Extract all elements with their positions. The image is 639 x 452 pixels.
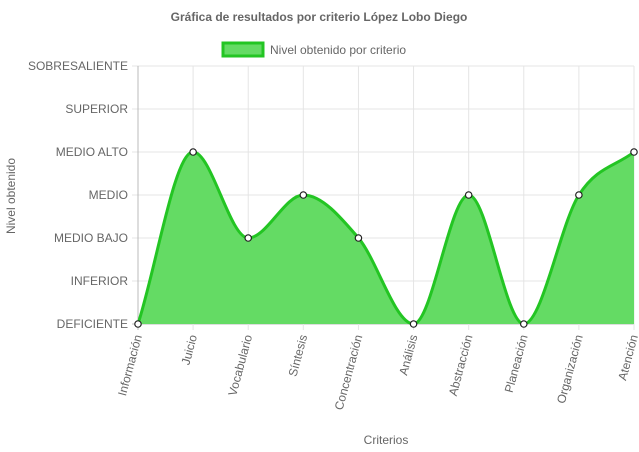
y-tick-label: MEDIO ALTO bbox=[56, 145, 128, 159]
series-area bbox=[138, 152, 634, 324]
data-point[interactable] bbox=[409, 320, 418, 328]
plot-area bbox=[136, 150, 635, 326]
y-axis-title: Nivel obtenido bbox=[4, 158, 18, 234]
data-point[interactable] bbox=[464, 191, 473, 199]
data-point[interactable] bbox=[189, 148, 197, 156]
legend-swatch bbox=[221, 41, 265, 58]
data-point[interactable] bbox=[299, 191, 308, 199]
chart-title: Gráfica de resultados por criterio López… bbox=[171, 10, 468, 24]
x-tick-label: Síntesis bbox=[286, 333, 311, 378]
y-tick-label: DEFICIENTE bbox=[57, 317, 128, 331]
data-point[interactable] bbox=[354, 234, 363, 242]
y-axis-ticks: DEFICIENTE INFERIOR MEDIO BAJO MEDIO MEDIO A… bbox=[28, 59, 128, 331]
x-tick-label: Organización bbox=[554, 333, 586, 405]
x-axis-title: Criterios bbox=[364, 433, 409, 447]
x-tick-label: Juicio bbox=[179, 333, 201, 367]
x-tick-label: Análisis bbox=[396, 333, 420, 377]
data-points bbox=[134, 148, 638, 328]
legend-label: Nivel obtenido por criterio bbox=[270, 43, 406, 57]
y-tick-label: MEDIO BAJO bbox=[54, 231, 128, 245]
x-tick-label: Planeación bbox=[502, 333, 531, 394]
x-tick-label: Abstracción bbox=[446, 333, 476, 397]
y-tick-label: SOBRESALIENTE bbox=[28, 59, 128, 73]
y-tick-label: INFERIOR bbox=[71, 274, 129, 288]
y-tick-label: SUPERIOR bbox=[65, 102, 128, 116]
legend[interactable]: Nivel obtenido por criterio bbox=[221, 41, 406, 58]
data-point[interactable] bbox=[630, 148, 638, 156]
series-line bbox=[136, 150, 635, 326]
x-tick-label: Vocabulario bbox=[225, 333, 255, 398]
data-point[interactable] bbox=[519, 320, 528, 328]
x-axis-ticks: Información Juicio Vocabulario Síntesis Conc… bbox=[115, 333, 639, 412]
x-tick-label: Atención bbox=[615, 333, 639, 382]
data-point[interactable] bbox=[244, 234, 253, 242]
x-tick-label: Información bbox=[115, 333, 145, 397]
y-tick-label: MEDIO bbox=[89, 188, 128, 202]
data-point[interactable] bbox=[575, 191, 583, 199]
x-tick-label: Concentración bbox=[332, 333, 366, 411]
data-point[interactable] bbox=[134, 320, 142, 328]
